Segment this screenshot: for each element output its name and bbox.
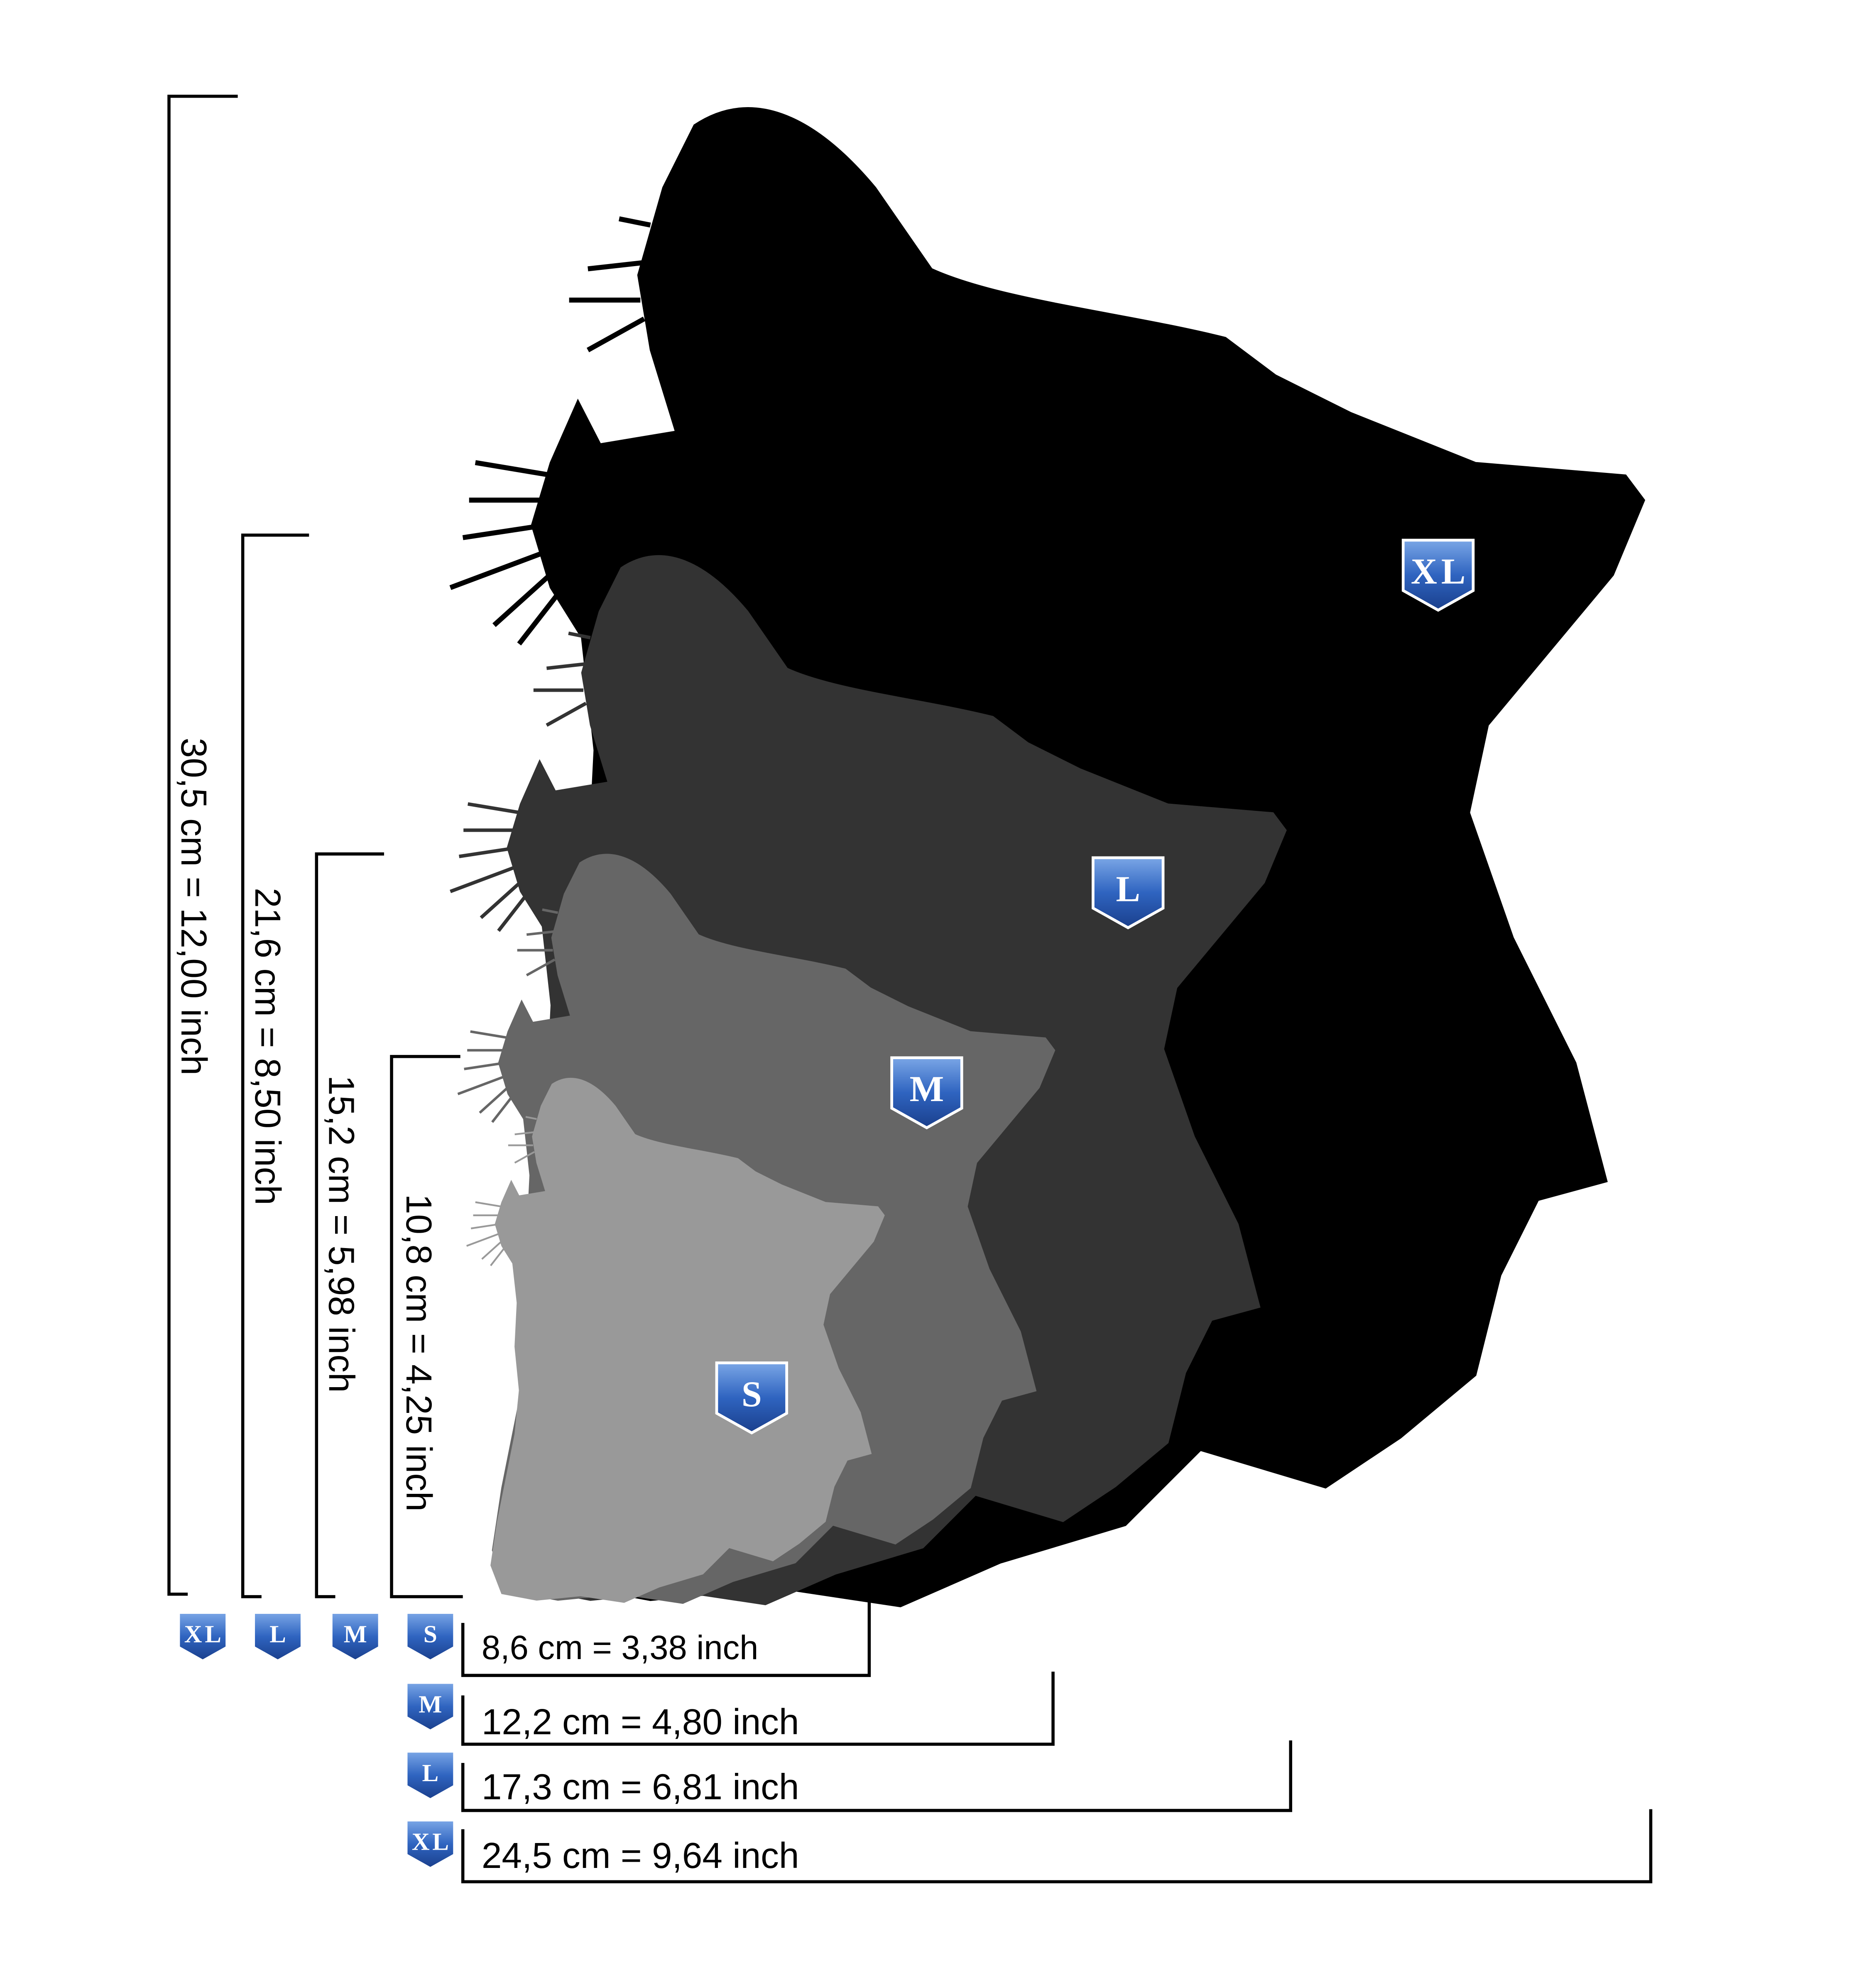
height-bracket	[315, 852, 384, 1598]
badge-shield	[1401, 539, 1475, 612]
badge-shield	[405, 1750, 455, 1801]
badge-label: L	[1116, 869, 1140, 909]
size-badge: L	[405, 1750, 455, 1801]
width-bracket	[461, 1740, 1292, 1812]
badge-label: L	[269, 1620, 286, 1648]
size-badge: M	[331, 1612, 380, 1662]
badge-shield	[178, 1612, 228, 1662]
badge-label: S	[742, 1374, 762, 1414]
size-badge: XL	[178, 1612, 228, 1662]
size-badge: M	[405, 1682, 455, 1732]
badge-shield	[405, 1612, 455, 1662]
badge-label: M	[419, 1690, 442, 1718]
width-label: 17,3 cm = 6,81 inch	[482, 1766, 799, 1807]
width-bracket	[461, 1600, 871, 1677]
badge-label: L	[422, 1759, 439, 1787]
size-badge: M	[890, 1056, 963, 1130]
width-label: 24,5 cm = 9,64 inch	[482, 1835, 799, 1876]
badge-shield	[331, 1612, 380, 1662]
badge-label: M	[344, 1620, 367, 1648]
badge-shield	[405, 1819, 455, 1869]
height-label: 30,5 cm = 12,00 inch	[174, 738, 214, 1075]
size-badge: S	[715, 1361, 788, 1434]
width-bracket	[461, 1672, 1055, 1746]
height-bracket	[241, 534, 309, 1598]
badge-shield	[405, 1682, 455, 1732]
badge-shield	[890, 1056, 963, 1130]
width-bracket	[461, 1809, 1653, 1883]
width-label: 8,6 cm = 3,38 inch	[482, 1629, 759, 1667]
height-label: 15,2 cm = 5,98 inch	[321, 1075, 362, 1393]
height-bracket	[390, 1055, 463, 1598]
size-badge: L	[1092, 856, 1165, 930]
height-bracket	[167, 95, 238, 1596]
width-label: 12,2 cm = 4,80 inch	[482, 1701, 799, 1742]
size-badge: XL	[405, 1819, 455, 1869]
height-label: 10,8 cm = 4,25 inch	[399, 1194, 439, 1512]
badge-shield	[715, 1361, 788, 1434]
height-label: 21,6 cm = 8,50 inch	[247, 888, 288, 1205]
size-badge: S	[405, 1612, 455, 1662]
size-badge: XL	[1401, 539, 1475, 612]
badges: XLLMSXLLMSMLXLS	[178, 539, 1475, 1869]
badge-label: S	[424, 1620, 437, 1648]
size-badge: L	[253, 1612, 303, 1662]
badge-shield	[253, 1612, 303, 1662]
badge-shield	[1092, 856, 1165, 930]
badge-label: M	[910, 1069, 944, 1109]
